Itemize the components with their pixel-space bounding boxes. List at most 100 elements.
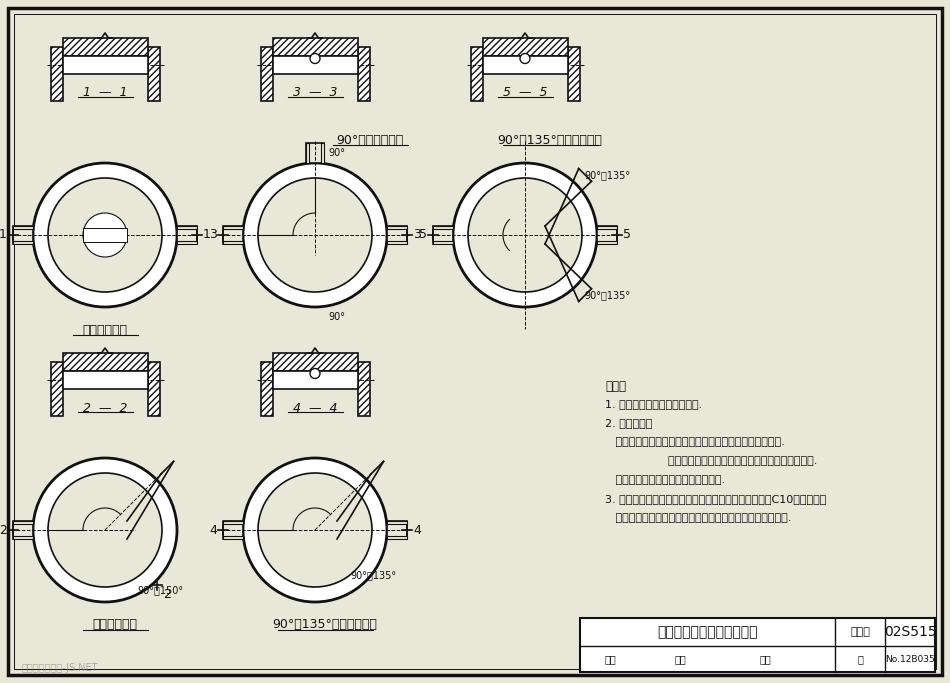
Circle shape xyxy=(453,163,597,307)
Bar xyxy=(483,38,567,56)
Bar xyxy=(580,618,935,672)
Text: 4  —  4: 4 — 4 xyxy=(293,402,337,415)
Bar xyxy=(387,226,407,244)
Text: 5  —  5: 5 — 5 xyxy=(503,87,547,100)
Text: 90°: 90° xyxy=(329,312,346,322)
Bar xyxy=(470,47,483,101)
Circle shape xyxy=(310,369,320,378)
Text: 直线井平面图: 直线井平面图 xyxy=(83,324,127,337)
Bar xyxy=(260,47,273,101)
Text: 90°～135°: 90°～135° xyxy=(584,290,630,300)
Text: 典尚建筑素材网-JS.NET: 典尚建筑素材网-JS.NET xyxy=(22,663,99,673)
Text: 页: 页 xyxy=(857,654,863,664)
Bar xyxy=(13,521,33,524)
Bar xyxy=(597,241,617,244)
Text: 浇筑前应先将检查井井基、井墙洗刷干净，以保证共同受力.: 浇筑前应先将检查井井基、井墙洗刷干净，以保证共同受力. xyxy=(605,513,791,523)
Text: 图集号: 图集号 xyxy=(850,627,870,637)
Bar xyxy=(273,56,357,74)
Text: 3: 3 xyxy=(413,229,421,242)
Text: 2. 流槽高度：: 2. 流槽高度： xyxy=(605,418,653,428)
Circle shape xyxy=(83,213,127,257)
Text: 5: 5 xyxy=(623,229,631,242)
Bar xyxy=(223,241,243,244)
Bar xyxy=(223,226,243,244)
Circle shape xyxy=(520,53,530,64)
Circle shape xyxy=(48,178,162,292)
Bar xyxy=(63,38,147,56)
Bar xyxy=(321,143,324,163)
Text: No.12B035: No.12B035 xyxy=(885,654,935,663)
Text: 校对: 校对 xyxy=(674,654,686,664)
Bar xyxy=(50,47,63,101)
Bar xyxy=(223,521,243,539)
Text: 3  —  3: 3 — 3 xyxy=(293,87,337,100)
Bar xyxy=(223,521,243,524)
Text: 2  —  2: 2 — 2 xyxy=(83,402,127,415)
Text: 审核: 审核 xyxy=(604,654,616,664)
Bar xyxy=(567,47,580,101)
Text: 90°～135°: 90°～135° xyxy=(350,570,396,580)
Bar xyxy=(273,38,357,56)
Bar xyxy=(387,226,407,229)
Bar xyxy=(260,362,273,416)
Bar xyxy=(13,521,33,539)
Circle shape xyxy=(243,163,387,307)
Bar xyxy=(177,241,197,244)
Text: 5: 5 xyxy=(419,229,427,242)
Bar xyxy=(13,241,33,244)
Bar xyxy=(357,362,370,416)
Circle shape xyxy=(258,473,372,587)
Text: 90°～135°四通井平面图: 90°～135°四通井平面图 xyxy=(498,133,602,146)
Text: 90°～135°: 90°～135° xyxy=(584,170,630,180)
Text: 圆形排水检查井流槽形式图: 圆形排水检查井流槽形式图 xyxy=(657,625,758,639)
Text: 设计: 设计 xyxy=(759,654,770,664)
Bar xyxy=(223,536,243,539)
Circle shape xyxy=(243,458,387,602)
Bar xyxy=(483,56,567,74)
Text: 2: 2 xyxy=(0,523,7,537)
Text: 1  —  1: 1 — 1 xyxy=(83,87,127,100)
Circle shape xyxy=(48,473,162,587)
Text: 1. 管道连接一般采用管顶平接.: 1. 管道连接一般采用管顶平接. xyxy=(605,399,702,409)
Circle shape xyxy=(468,178,582,292)
Bar xyxy=(13,226,33,229)
Text: 90°三通井平面图: 90°三通井平面图 xyxy=(336,133,404,146)
Text: 1: 1 xyxy=(203,229,211,242)
Bar xyxy=(177,226,197,244)
Text: 4: 4 xyxy=(413,523,421,537)
Circle shape xyxy=(33,458,177,602)
Bar xyxy=(63,371,147,389)
Text: 90°: 90° xyxy=(329,148,346,158)
Bar xyxy=(50,362,63,416)
Bar xyxy=(433,226,453,229)
Bar xyxy=(306,143,309,163)
Bar xyxy=(387,241,407,244)
Text: 02S515: 02S515 xyxy=(884,625,937,639)
Bar xyxy=(147,362,160,416)
Bar xyxy=(13,226,33,244)
Bar xyxy=(433,226,453,244)
Circle shape xyxy=(258,178,372,292)
Text: 90°～135°三通井平面图: 90°～135°三通井平面图 xyxy=(273,619,377,632)
Circle shape xyxy=(310,53,320,64)
Circle shape xyxy=(33,163,177,307)
Text: 3: 3 xyxy=(209,229,217,242)
Text: 3. 流槽材料：采用与井墙一次砌筑的砖砌流槽，如改用C10混凝土时，: 3. 流槽材料：采用与井墙一次砌筑的砖砌流槽，如改用C10混凝土时， xyxy=(605,494,826,504)
Bar xyxy=(177,226,197,229)
Bar xyxy=(387,536,407,539)
Bar xyxy=(13,536,33,539)
Text: 90°～150°: 90°～150° xyxy=(137,585,183,595)
Text: 说明：: 说明： xyxy=(605,380,626,393)
Bar xyxy=(63,353,147,371)
Text: 4: 4 xyxy=(209,523,217,537)
Bar xyxy=(273,371,357,389)
Bar xyxy=(433,241,453,244)
Bar xyxy=(597,226,617,244)
Text: 1: 1 xyxy=(0,229,7,242)
Text: 转弯井平面图: 转弯井平面图 xyxy=(92,619,138,632)
Bar xyxy=(357,47,370,101)
Bar xyxy=(63,56,147,74)
Bar xyxy=(597,226,617,229)
Bar xyxy=(273,353,357,371)
Bar xyxy=(147,47,160,101)
